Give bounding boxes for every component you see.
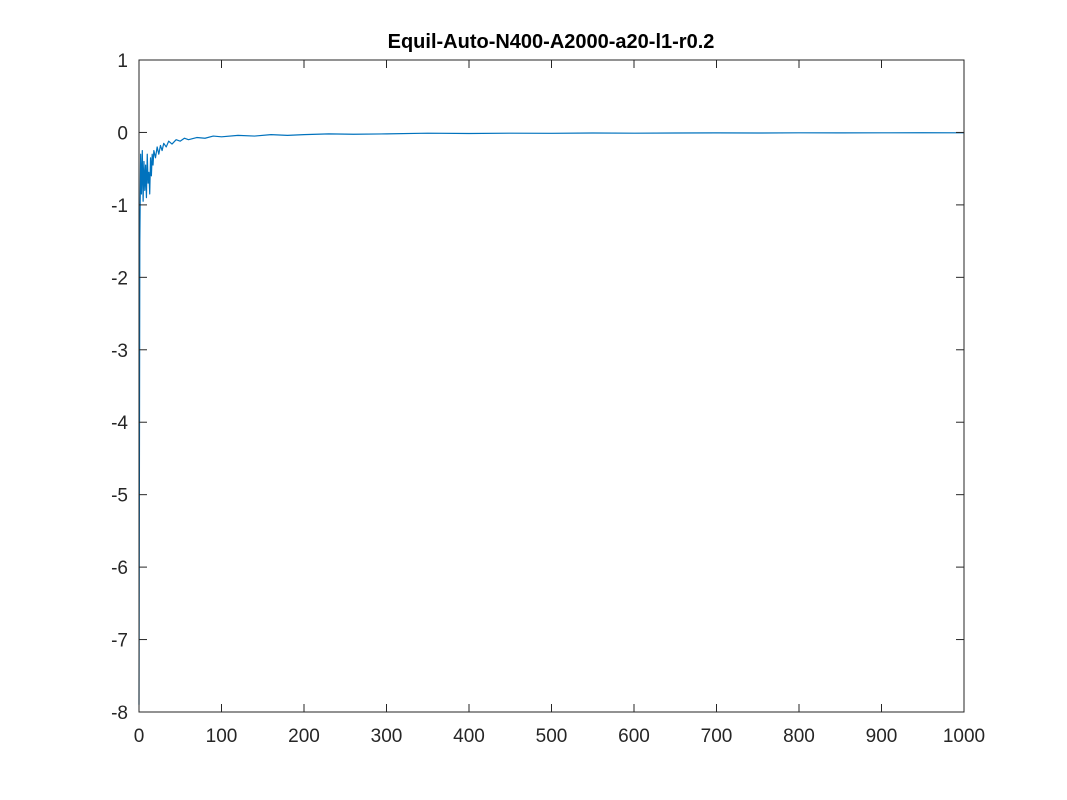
x-tick-label: 0 bbox=[134, 726, 145, 747]
chart-title: Equil-Auto-N400-A2000-a20-l1-r0.2 bbox=[388, 31, 715, 53]
y-tick-label: -4 bbox=[111, 413, 128, 434]
y-tick-label: -7 bbox=[111, 631, 128, 652]
x-tick-label: 300 bbox=[371, 726, 403, 747]
x-tick-label: 700 bbox=[701, 726, 733, 747]
y-tick-label: -5 bbox=[111, 486, 128, 507]
y-tick-label: 1 bbox=[117, 51, 128, 72]
y-tick-label: -6 bbox=[111, 558, 128, 579]
y-tick-label: -8 bbox=[111, 703, 128, 724]
x-tick-label: 1000 bbox=[943, 726, 985, 747]
x-tick-label: 200 bbox=[288, 726, 320, 747]
y-tick-label: -1 bbox=[111, 196, 128, 217]
x-tick-label: 600 bbox=[618, 726, 650, 747]
y-tick-label: -2 bbox=[111, 268, 128, 289]
axes-box bbox=[138, 59, 965, 713]
x-tick-label: 100 bbox=[206, 726, 238, 747]
plot-area bbox=[139, 60, 964, 712]
series-line bbox=[138, 132, 965, 705]
label-layer: 0 100 200 300 400 500 600 700 800 900 1000 1 0 -1 -2 -3… bbox=[111, 51, 985, 747]
series-layer bbox=[138, 132, 965, 705]
y-tick-label: -3 bbox=[111, 341, 128, 362]
x-tick-label: 500 bbox=[536, 726, 568, 747]
y-tick-label: 0 bbox=[117, 123, 128, 144]
x-tick-label: 900 bbox=[866, 726, 898, 747]
x-tick-label: 400 bbox=[453, 726, 485, 747]
x-tick-label: 800 bbox=[783, 726, 815, 747]
